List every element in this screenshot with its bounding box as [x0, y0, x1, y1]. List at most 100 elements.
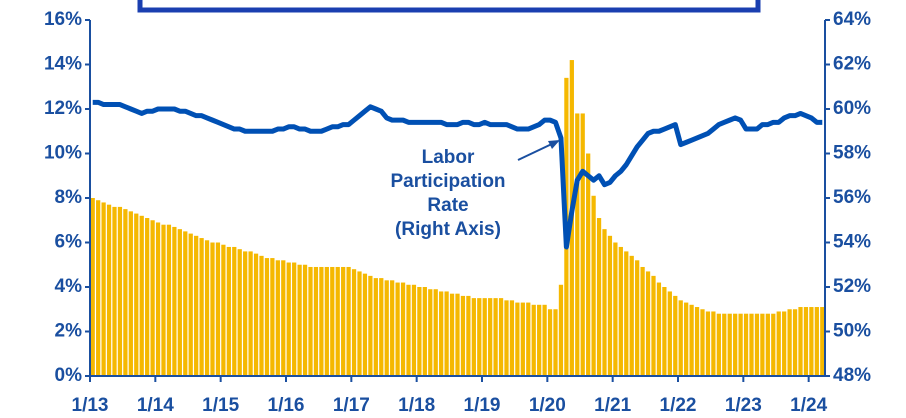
y2-tick-label: 48%: [833, 365, 871, 386]
bar: [596, 218, 602, 376]
bar: [689, 304, 694, 376]
bar: [243, 251, 248, 376]
bar: [520, 302, 525, 376]
bar: [733, 313, 738, 376]
bar: [509, 300, 515, 376]
bar: [166, 224, 172, 376]
bar: [738, 313, 743, 376]
bar: [324, 266, 329, 376]
bar: [150, 220, 155, 376]
bar: [792, 309, 798, 376]
bar: [694, 307, 700, 376]
x-tick-label: 1/24: [790, 395, 827, 416]
y2-tick-label: 56%: [833, 187, 871, 208]
bar: [711, 311, 716, 376]
bar: [319, 266, 324, 376]
bar: [580, 113, 585, 376]
bar: [765, 313, 770, 376]
bar: [411, 284, 417, 376]
bar: [373, 278, 378, 376]
bar: [362, 273, 368, 376]
bar: [439, 291, 444, 376]
bar: [662, 287, 667, 376]
bar: [204, 240, 210, 376]
bar: [803, 307, 809, 376]
bar: [504, 300, 509, 376]
x-tick-label: 1/20: [529, 395, 566, 416]
y-tick-label: 2%: [55, 321, 83, 342]
bar: [101, 202, 106, 376]
bar: [172, 226, 177, 376]
bar: [809, 307, 814, 376]
bar: [117, 206, 123, 376]
title-banner: [137, 0, 761, 13]
bar: [428, 289, 433, 376]
bar: [259, 255, 264, 376]
bar: [482, 298, 487, 376]
y2-tick-label: 60%: [833, 98, 871, 119]
bar: [814, 307, 819, 376]
bar: [493, 298, 498, 376]
bar: [684, 302, 689, 376]
x-tick-label: 1/15: [202, 395, 239, 416]
bar: [673, 295, 678, 376]
bar: [275, 260, 280, 376]
x-tick-label: 1/16: [268, 395, 305, 416]
bar: [341, 266, 346, 376]
bar: [417, 287, 422, 376]
bar: [302, 264, 308, 376]
bar: [270, 258, 275, 376]
bar: [820, 307, 825, 376]
bar: [335, 266, 340, 376]
bar: [215, 242, 221, 376]
bar: [90, 198, 95, 376]
y-tick-label: 4%: [55, 276, 83, 297]
bar: [400, 282, 406, 376]
bar: [134, 213, 139, 376]
x-tick-label: 1/21: [594, 395, 631, 416]
y2-tick-label: 62%: [833, 54, 871, 75]
bar: [379, 278, 384, 376]
bar: [194, 235, 199, 376]
bar: [139, 215, 144, 376]
x-tick-label: 1/13: [72, 395, 109, 416]
bar: [112, 206, 117, 376]
bar: [787, 309, 792, 376]
line: [92, 99, 823, 250]
bar: [798, 307, 803, 376]
bar: [722, 313, 727, 376]
bar: [286, 262, 291, 376]
bar: [313, 266, 319, 376]
bar: [651, 275, 656, 376]
bar: [537, 304, 542, 376]
bar: [199, 238, 204, 376]
bar: [128, 211, 133, 376]
bar: [678, 300, 683, 376]
bar: [488, 298, 493, 376]
bar: [281, 260, 286, 376]
bar: [716, 313, 721, 376]
bar: [449, 293, 455, 376]
bar: [433, 289, 438, 376]
bar: [705, 311, 711, 376]
bar: [471, 298, 476, 376]
bar: [727, 313, 732, 376]
y2-tick-label: 64%: [833, 9, 871, 30]
bar: [635, 260, 640, 376]
bar: [106, 204, 112, 376]
bar: [308, 266, 313, 376]
bar: [602, 229, 607, 376]
x-tick-label: 1/23: [725, 395, 762, 416]
bar: [558, 284, 564, 376]
plot: 0% 2% 4% 6% 8% 10% 12% 14% 16% 48% 50% 52% 54% 56% 58%…: [44, 9, 871, 416]
bar: [466, 295, 471, 376]
bar: [161, 224, 166, 376]
bar: [357, 271, 362, 376]
bar: [96, 200, 101, 376]
bar: [123, 209, 128, 376]
bar: [422, 287, 427, 376]
bar: [177, 229, 182, 376]
bar: [782, 311, 787, 376]
bar: [183, 231, 188, 376]
